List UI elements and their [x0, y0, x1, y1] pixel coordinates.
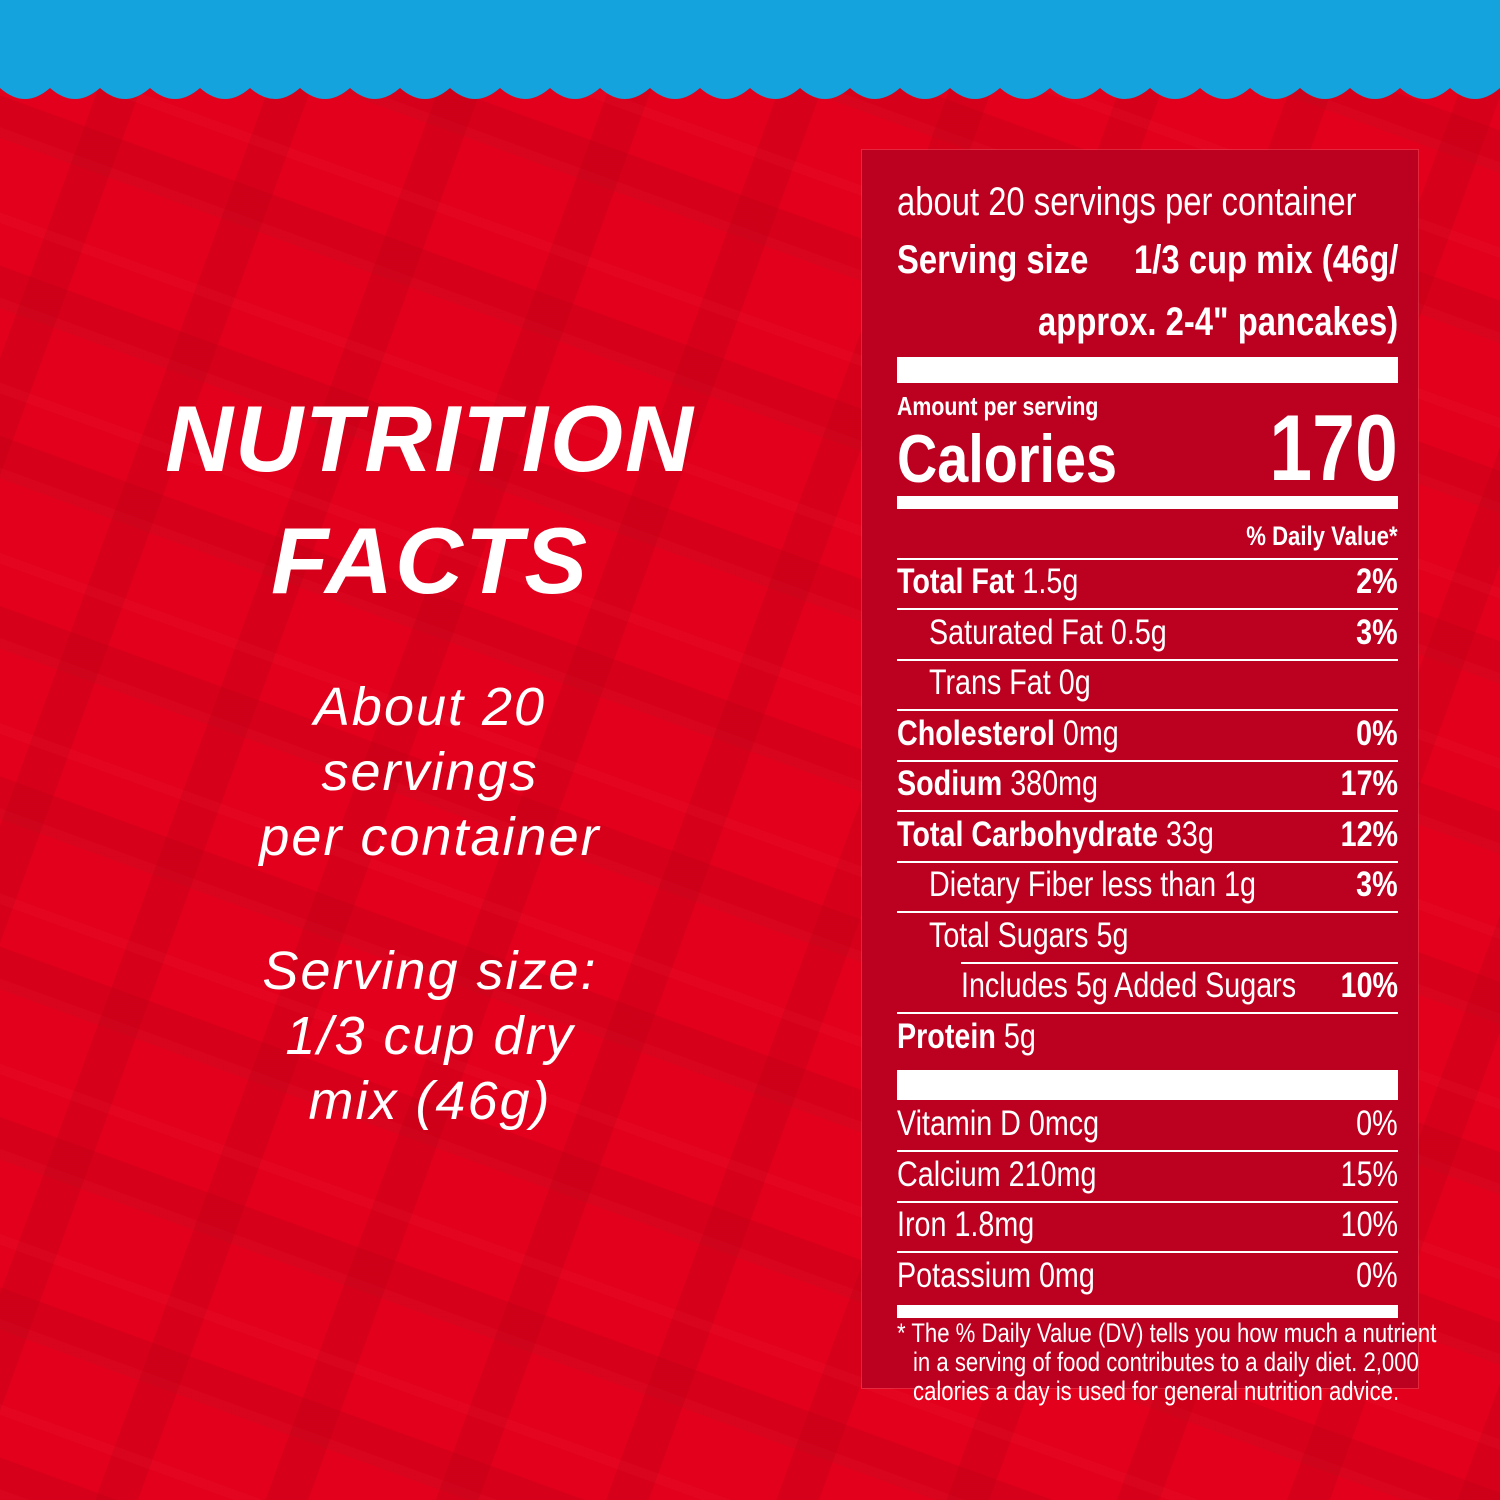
- servings-text: servings: [321, 742, 539, 802]
- title: NUTRITION: [165, 386, 695, 491]
- nutrient-row: Calcium 210mg: [897, 1155, 1096, 1195]
- rule: [897, 1251, 1398, 1253]
- servings-per-container: about 20 servings per container: [897, 180, 1357, 224]
- serving-size-value: approx. 2-4" pancakes): [1037, 300, 1398, 344]
- nutrient-name: Calcium: [897, 1154, 1001, 1194]
- nutrient-row: Trans Fat 0g: [929, 663, 1091, 703]
- daily-value-header: % Daily Value*: [1246, 520, 1398, 551]
- nutrient-name: Trans Fat: [929, 663, 1051, 702]
- nutrient-amount: 5g: [1096, 915, 1129, 955]
- nutrient-amount: 0mcg: [1028, 1104, 1100, 1143]
- rule: [897, 1200, 1398, 1203]
- rule: [897, 1012, 1398, 1014]
- footnote: in a serving of food contributes to a da…: [913, 1346, 1419, 1377]
- rule: [897, 1304, 1398, 1318]
- daily-value: 3%: [1356, 865, 1398, 904]
- footnote: * The % Daily Value (DV) tells you how m…: [897, 1317, 1437, 1348]
- daily-value: 10%: [1340, 1205, 1398, 1244]
- serving-size-value: 1/3 cup mix (46g/: [1133, 238, 1398, 282]
- rule: [897, 1070, 1398, 1100]
- rule: [897, 357, 1398, 383]
- nutrient-row: Saturated Fat 0.5g: [929, 613, 1167, 653]
- nutrient-amount: 1.5g: [1022, 562, 1079, 601]
- serving-size-label: Serving size: [897, 238, 1089, 282]
- nutrient-row: Vitamin D 0mcg: [897, 1104, 1099, 1144]
- nutrient-name: Potassium: [897, 1255, 1031, 1295]
- nutrient-row: Cholesterol 0mg: [897, 714, 1119, 754]
- title: FACTS: [270, 508, 590, 613]
- nutrient-name: Total Sugars: [929, 915, 1089, 955]
- rule: [897, 810, 1398, 812]
- rule: [897, 911, 1398, 913]
- daily-value: 0%: [1356, 713, 1398, 753]
- serving-size-text: 1/3 cup dry: [285, 1006, 575, 1066]
- rule: [897, 709, 1398, 711]
- nutrient-amount: 33g: [1165, 814, 1214, 854]
- servings-text: per container: [259, 807, 601, 867]
- nutrient-row: Total Carbohydrate 33g: [897, 815, 1214, 855]
- nutrient-name: Total Carbohydrate: [897, 814, 1158, 854]
- serving-size-text: Serving size:: [262, 941, 598, 1001]
- rule: [897, 860, 1398, 863]
- serving-size-text: mix (46g): [308, 1071, 552, 1131]
- nutrient-row: Total Fat 1.5g: [897, 562, 1078, 602]
- rule: [897, 608, 1398, 610]
- amount-per-serving: Amount per serving: [897, 391, 1099, 422]
- nutrient-name: Sodium: [897, 764, 1003, 803]
- rule: [897, 496, 1398, 509]
- nutrient-row: Potassium 0mg: [897, 1256, 1095, 1296]
- nutrient-row: Includes 5g Added Sugars: [961, 966, 1296, 1006]
- nutrient-name: Protein: [897, 1016, 996, 1056]
- nutrient-amount: less than 1g: [1101, 865, 1257, 904]
- nutrient-amount: 0mg: [1062, 713, 1119, 753]
- nutrient-row: Protein 5g: [897, 1017, 1036, 1057]
- nutrient-amount: 0g: [1058, 663, 1091, 702]
- nutrient-name: Saturated Fat: [929, 612, 1103, 652]
- rule: [897, 658, 1398, 661]
- daily-value: 0%: [1356, 1104, 1398, 1143]
- top-wave: [0, 0, 1500, 99]
- calories-label: Calories: [897, 421, 1118, 498]
- rule: [961, 961, 1398, 964]
- nutrient-row: Dietary Fiber less than 1g: [929, 865, 1256, 905]
- rule: [897, 1150, 1398, 1152]
- nutrient-amount: 1.8mg: [954, 1205, 1035, 1244]
- nutrient-row: Total Sugars 5g: [929, 916, 1128, 956]
- nutrient-amount: 5g: [1003, 1016, 1036, 1056]
- calories-value: 170: [1269, 394, 1398, 500]
- daily-value: 3%: [1356, 612, 1398, 652]
- footnote: calories a day is used for general nutri…: [913, 1375, 1400, 1406]
- nutrient-name: Cholesterol: [897, 713, 1055, 753]
- nutrient-amount: 210mg: [1008, 1154, 1097, 1194]
- daily-value: 17%: [1340, 764, 1398, 803]
- nutrient-name: Dietary Fiber: [929, 865, 1094, 904]
- daily-value: 12%: [1340, 814, 1398, 854]
- daily-value: 15%: [1340, 1154, 1398, 1194]
- daily-value: 2%: [1356, 562, 1398, 601]
- nutrient-amount: 0.5g: [1110, 612, 1167, 652]
- nutrient-name: Total Fat: [897, 562, 1015, 601]
- daily-value: 0%: [1356, 1255, 1398, 1295]
- nutrient-row: Iron 1.8mg: [897, 1205, 1034, 1245]
- nutrient-row: Sodium 380mg: [897, 764, 1098, 804]
- nutrient-name: Iron: [897, 1205, 947, 1244]
- nutrient-amount: 0mg: [1038, 1255, 1095, 1295]
- servings-text: About 20: [313, 677, 547, 737]
- rule: [897, 759, 1398, 762]
- nutrient-name: Includes 5g Added Sugars: [961, 966, 1297, 1005]
- label-panel: [862, 150, 1418, 1388]
- nutrient-name: Vitamin D: [897, 1104, 1021, 1143]
- daily-value: 10%: [1340, 966, 1398, 1005]
- rule: [897, 558, 1398, 560]
- nutrient-amount: 380mg: [1010, 764, 1098, 803]
